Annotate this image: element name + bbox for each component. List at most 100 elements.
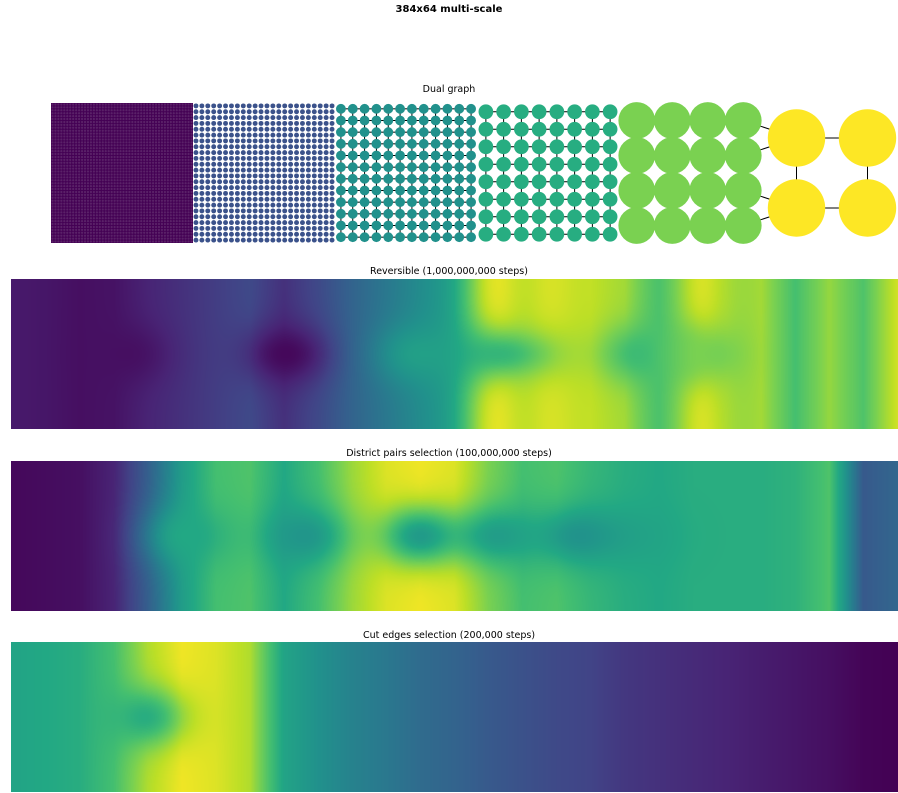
graph-node	[143, 225, 146, 229]
graph-node	[258, 208, 264, 214]
graph-node	[66, 185, 69, 188]
graph-node	[234, 115, 240, 121]
graph-node	[57, 135, 60, 138]
graph-node	[205, 179, 211, 185]
graph-node	[276, 132, 282, 138]
graph-node	[184, 202, 187, 205]
graph-node	[172, 141, 175, 144]
graph-node	[66, 109, 69, 112]
graph-node	[69, 220, 72, 223]
graph-node	[217, 179, 223, 185]
graph-node	[137, 190, 140, 194]
graph-node	[137, 193, 140, 196]
graph-node	[160, 106, 164, 109]
graph-node	[151, 231, 155, 234]
graph-node	[157, 158, 161, 161]
graph-node	[270, 155, 276, 161]
graph-node	[63, 106, 66, 109]
graph-node	[77, 155, 81, 159]
graph-node	[282, 225, 288, 231]
graph-node	[92, 106, 96, 109]
graph-node	[181, 231, 184, 234]
graph-node	[160, 147, 164, 150]
graph-node	[66, 164, 69, 167]
graph-node	[205, 190, 211, 196]
graph-node	[154, 115, 158, 118]
graph-node	[305, 202, 311, 208]
graph-node	[190, 152, 193, 156]
graph-node	[466, 208, 476, 219]
graph-node	[113, 190, 116, 194]
graph-node	[567, 156, 582, 172]
graph-node	[246, 103, 252, 109]
graph-node	[119, 112, 122, 115]
graph-node	[311, 120, 317, 126]
graph-node	[140, 196, 143, 199]
graph-node	[131, 117, 134, 121]
graph-node	[110, 123, 113, 126]
graph-node	[205, 144, 211, 150]
graph-node	[75, 220, 78, 223]
graph-node	[305, 196, 311, 202]
graph-node	[205, 214, 211, 220]
graph-node	[125, 112, 128, 115]
graph-level-background	[193, 103, 335, 243]
graph-node	[134, 103, 137, 106]
graph-node	[234, 190, 240, 196]
graph-node	[181, 112, 184, 115]
graph-node	[193, 173, 199, 179]
graph-node	[101, 176, 104, 179]
graph-node	[347, 173, 358, 184]
graph-node	[282, 132, 288, 138]
graph-node	[75, 155, 78, 159]
graph-node	[75, 211, 78, 214]
graph-node	[51, 115, 54, 118]
graph-node	[193, 214, 199, 220]
graph-node	[199, 173, 205, 179]
graph-node	[418, 208, 429, 219]
graph-node	[270, 150, 276, 156]
graph-node	[282, 144, 288, 150]
graph-node	[148, 152, 152, 156]
graph-node	[101, 164, 104, 167]
graph-node	[107, 138, 110, 141]
graph-node	[178, 211, 181, 214]
graph-node	[125, 129, 128, 132]
graph-node	[146, 202, 149, 205]
graph-node	[178, 176, 181, 179]
graph-node	[72, 193, 75, 196]
graph-node	[72, 161, 75, 164]
graph-node	[311, 237, 317, 243]
graph-node	[122, 225, 125, 229]
graph-node	[72, 240, 75, 243]
graph-node	[72, 234, 75, 237]
graph-node	[175, 164, 178, 167]
graph-node	[119, 147, 122, 150]
graph-node	[51, 112, 54, 115]
graph-node	[131, 205, 134, 208]
graph-node	[323, 237, 329, 243]
graph-node	[146, 237, 149, 240]
graph-node	[75, 120, 78, 124]
graph-node	[60, 208, 63, 211]
graph-node	[63, 129, 66, 132]
graph-node	[240, 196, 246, 202]
graph-node	[264, 190, 270, 196]
graph-node	[101, 109, 104, 112]
graph-node	[190, 220, 193, 223]
graph-node	[602, 209, 618, 225]
graph-node	[294, 225, 299, 231]
graph-level-6	[767, 109, 897, 237]
graph-node	[137, 240, 140, 243]
graph-node	[181, 129, 184, 132]
graph-node	[104, 193, 107, 196]
graph-node	[178, 231, 181, 234]
graph-node	[143, 222, 146, 226]
graph-node	[246, 109, 252, 115]
graph-node	[276, 208, 282, 214]
graph-node	[317, 225, 323, 231]
graph-node	[119, 106, 122, 109]
graph-node	[371, 162, 382, 173]
graph-node	[95, 129, 98, 132]
graph-node	[178, 126, 181, 129]
